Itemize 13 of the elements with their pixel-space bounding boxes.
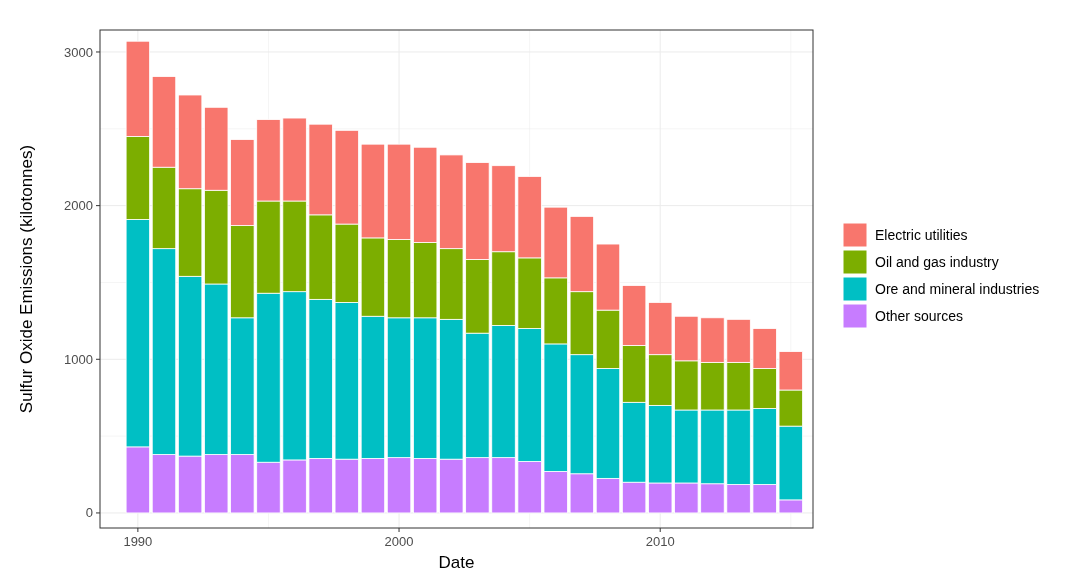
y-tick-label: 3000 bbox=[64, 44, 93, 60]
x-axis-title: Date bbox=[438, 553, 475, 572]
x-tick-label: 2000 bbox=[384, 534, 414, 549]
legend-label: Ore and mineral industries bbox=[875, 280, 1040, 297]
y-tick-label: 0 bbox=[85, 505, 93, 521]
legend-label: Oil and gas industry bbox=[875, 253, 999, 270]
y-tick-label: 1000 bbox=[64, 351, 93, 367]
y-axis-title: Sulfur Oxide Emissions (kilotonnes) bbox=[17, 144, 36, 414]
x-tick-label: 1990 bbox=[123, 534, 153, 549]
legend-label: Other sources bbox=[875, 307, 963, 324]
y-tick-label: 2000 bbox=[64, 198, 93, 214]
legend-label: Electric utilities bbox=[875, 226, 968, 243]
x-tick-label: 2010 bbox=[645, 534, 675, 549]
